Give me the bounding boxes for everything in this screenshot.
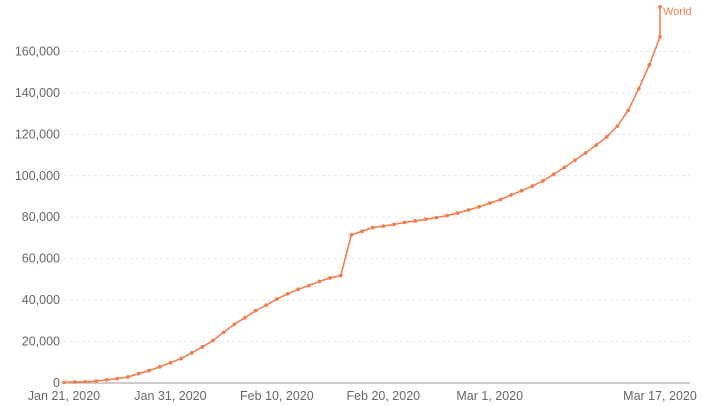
data-point (530, 184, 535, 189)
data-point (274, 297, 279, 301)
x-tick-label: Jan 21, 2020 (28, 389, 100, 403)
y-tick-label: 160,000 (15, 44, 60, 58)
data-point (189, 351, 194, 355)
data-point (551, 172, 556, 177)
data-point (179, 356, 183, 361)
data-point (104, 377, 109, 382)
x-tick-label: Mar 17, 2020 (623, 389, 697, 403)
data-point (147, 368, 152, 373)
data-point (445, 213, 450, 218)
data-point (62, 380, 66, 385)
series-layer: World (62, 4, 692, 385)
x-tick-label: Feb 10, 2020 (240, 389, 314, 403)
y-tick-label: 20,000 (22, 335, 60, 349)
data-point (370, 225, 375, 230)
data-point (168, 360, 173, 365)
y-tick-label: 120,000 (15, 127, 60, 141)
x-tick-label: Feb 20, 2020 (346, 389, 420, 403)
data-point (83, 379, 88, 384)
data-point (157, 364, 162, 369)
data-point (317, 279, 322, 284)
data-point (125, 375, 130, 379)
data-point (381, 224, 386, 229)
y-axis-tick-labels: 0 20,000 40,000 60,000 80,000 100,000 120,000 1… (15, 44, 60, 390)
data-point (509, 193, 513, 197)
data-point (285, 291, 290, 296)
series-label-world: World (663, 6, 692, 18)
y-tick-label: 40,000 (22, 293, 60, 307)
data-point (615, 124, 620, 128)
series-line-world (63, 6, 661, 384)
data-point (136, 371, 141, 376)
data-point (264, 303, 269, 308)
data-point (211, 338, 215, 343)
data-point (658, 4, 662, 9)
data-point (360, 229, 364, 234)
y-tick-label: 0 (53, 376, 60, 390)
data-point (243, 315, 247, 320)
data-point (402, 220, 407, 225)
data-point (94, 379, 98, 384)
data-point (636, 86, 641, 91)
gridlines (64, 50, 690, 343)
data-point (434, 215, 439, 220)
data-point (338, 273, 343, 278)
data-point (328, 276, 332, 280)
x-axis-tick-labels: Jan 21, 2020 Jan 31, 2020 Feb 10, 2020 Feb … (28, 389, 697, 403)
data-point (349, 232, 354, 237)
data-point (296, 287, 301, 292)
data-point (498, 197, 503, 202)
y-tick-label: 80,000 (22, 210, 60, 224)
data-point (487, 201, 492, 206)
data-point (594, 143, 599, 148)
data-point (306, 283, 311, 288)
data-point (221, 330, 226, 335)
y-tick-label: 100,000 (15, 169, 60, 183)
x-tick-label: Jan 31, 2020 (134, 389, 206, 403)
data-point (604, 134, 609, 139)
data-point (413, 219, 418, 223)
data-point (392, 222, 396, 227)
y-tick-label: 60,000 (22, 252, 60, 266)
data-point (658, 35, 662, 39)
data-point (541, 179, 545, 183)
data-point (72, 380, 77, 384)
data-point (562, 165, 567, 170)
data-point (253, 308, 258, 313)
data-point (115, 376, 120, 381)
data-point (232, 322, 237, 327)
data-point (455, 211, 460, 215)
data-point (626, 108, 630, 113)
data-point (647, 63, 652, 67)
data-point (466, 208, 471, 212)
data-point (583, 151, 588, 155)
data-point (572, 158, 577, 163)
data-point (519, 188, 524, 193)
data-point (477, 204, 481, 209)
data-point (200, 345, 205, 349)
x-tick-label: Mar 1, 2020 (456, 389, 523, 403)
y-tick-label: 140,000 (15, 86, 60, 100)
data-point (423, 217, 428, 222)
